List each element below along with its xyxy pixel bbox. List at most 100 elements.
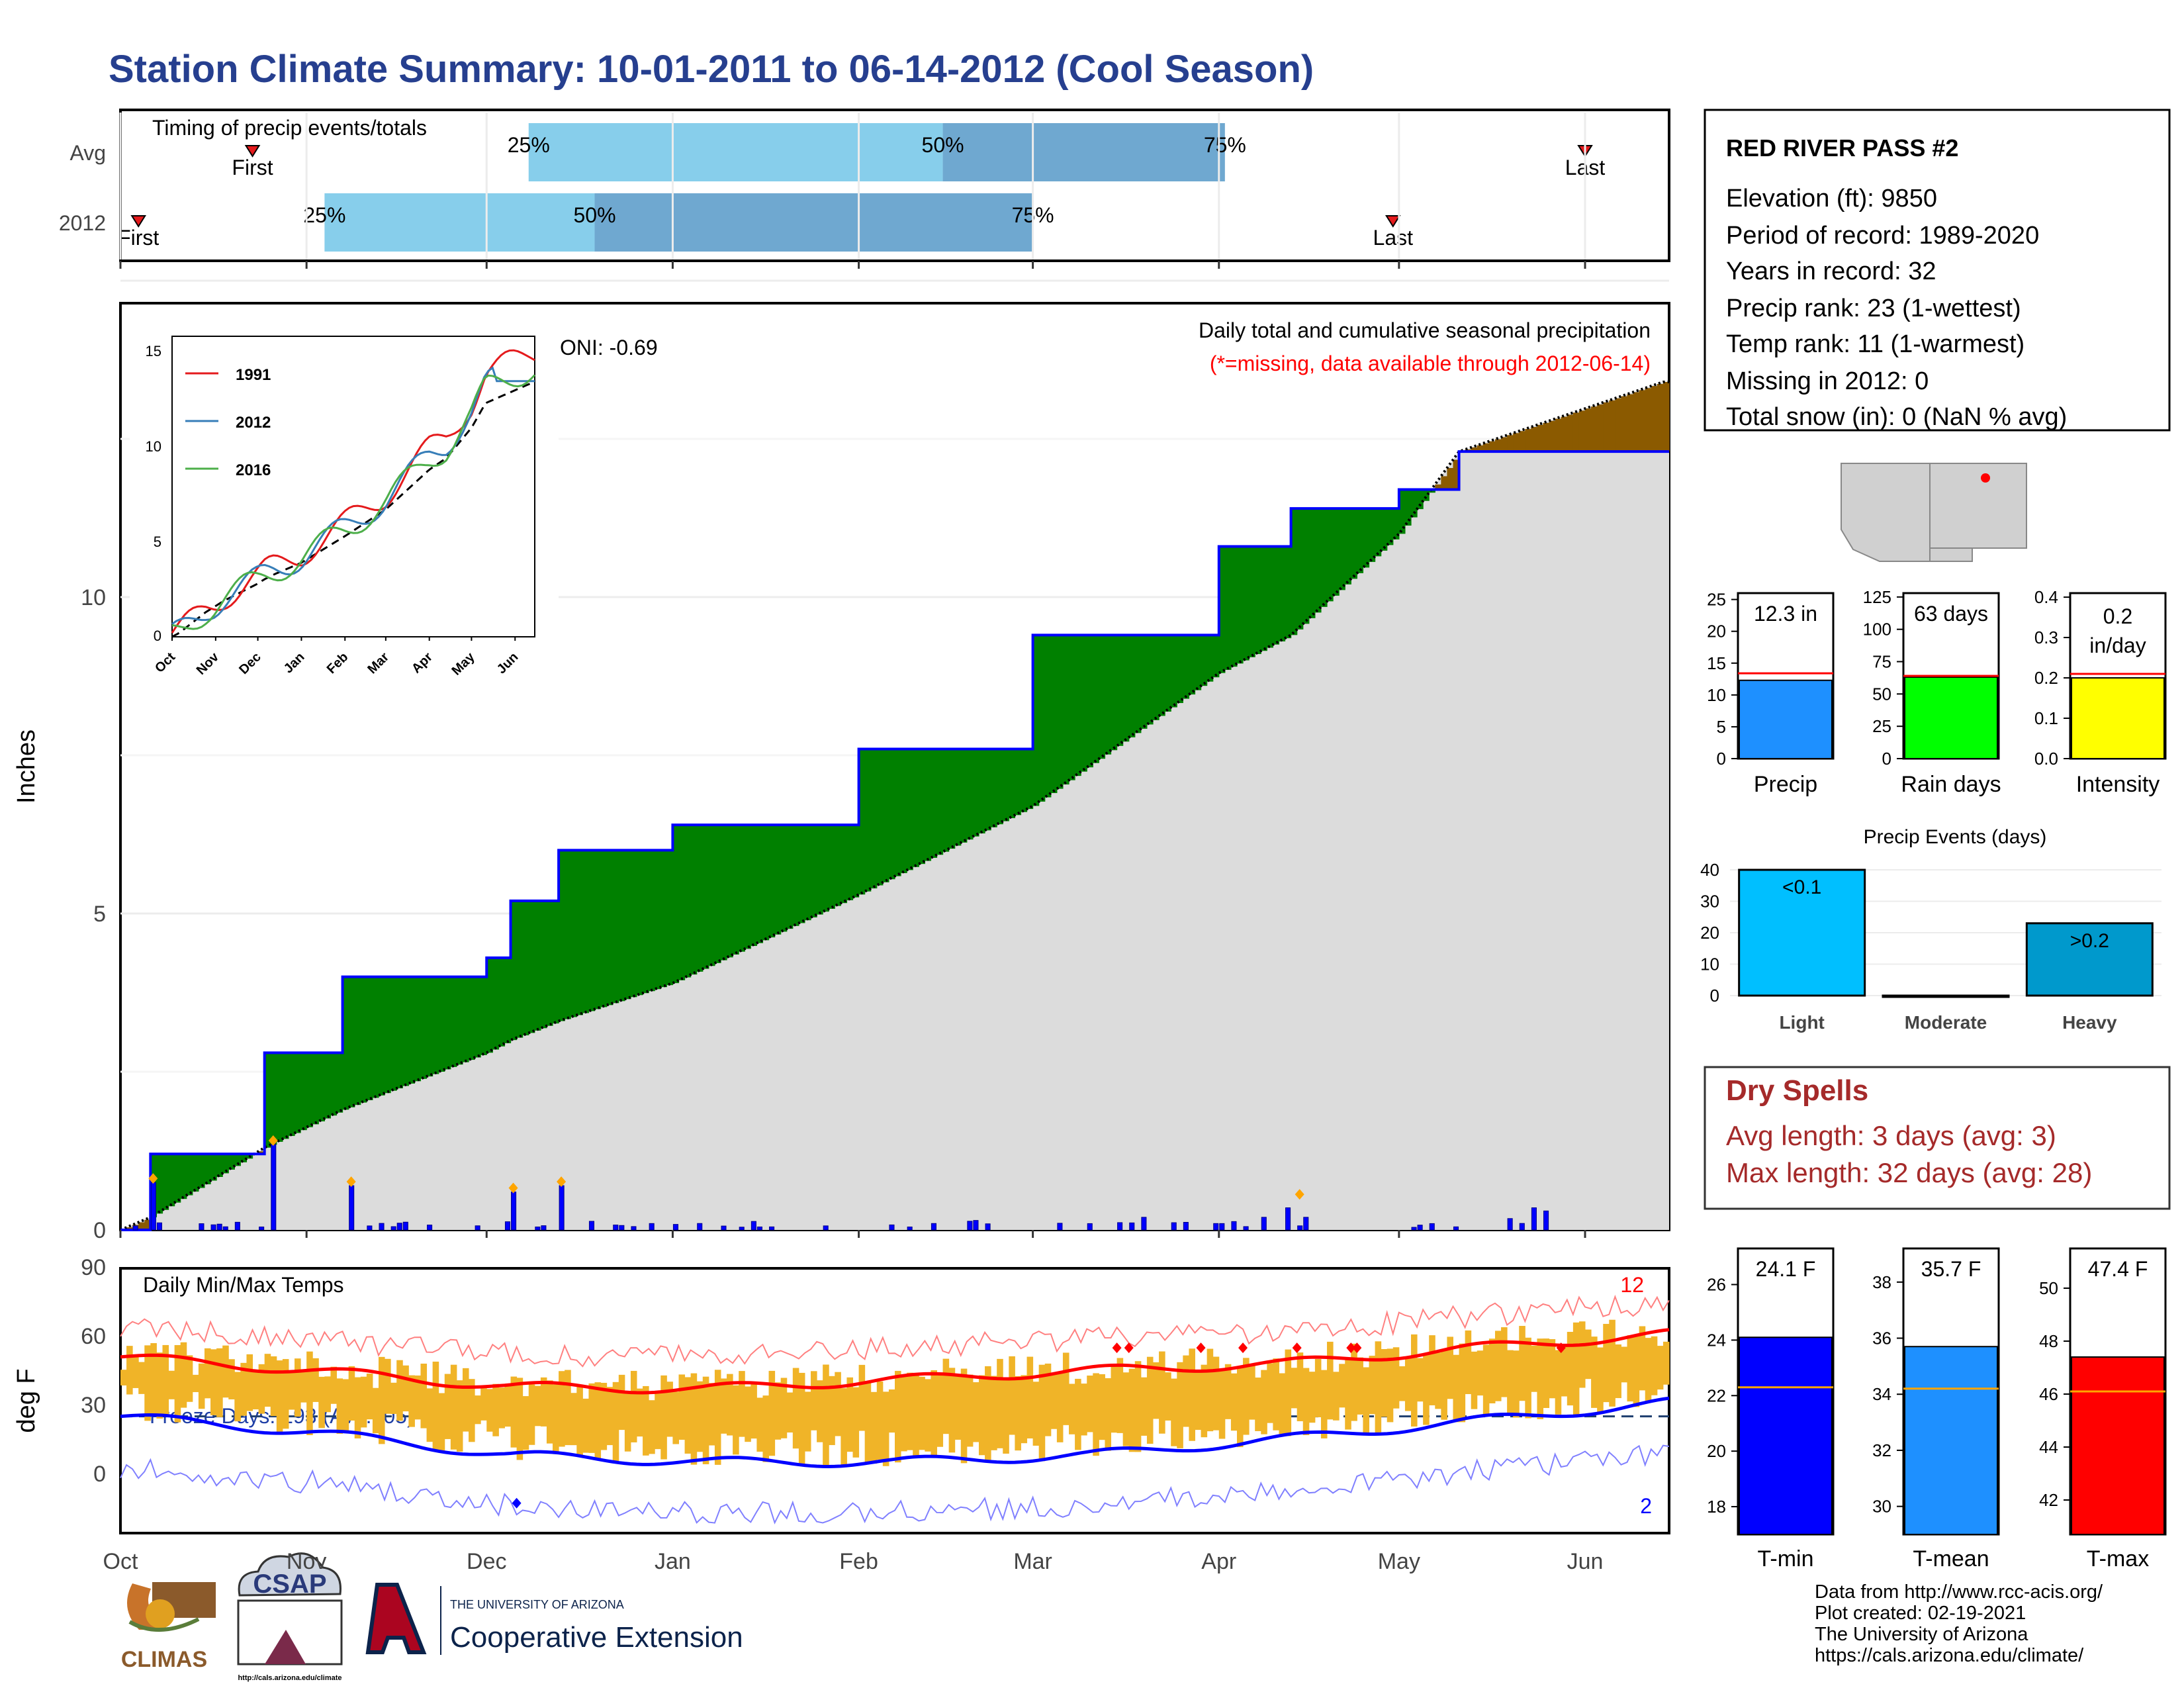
above-avg-fill	[1105, 635, 1112, 755]
daily-temp-bar	[276, 1360, 283, 1434]
above-avg-fill	[516, 900, 523, 1038]
daily-temp-bar	[846, 1377, 854, 1452]
daily-temp-bar	[1134, 1361, 1142, 1452]
daily-temp-bar	[1249, 1364, 1255, 1420]
observed-cumulative-line	[120, 450, 1669, 1231]
heavy-day-marker	[557, 1176, 567, 1188]
below-avg-fill	[1572, 412, 1580, 452]
above-avg-fill	[1218, 546, 1226, 673]
daily-temp-bar	[1171, 1378, 1177, 1446]
daily-precip-bar	[1303, 1217, 1309, 1231]
temp-ytick: 42	[2039, 1490, 2058, 1510]
daily-temp-bar	[379, 1356, 385, 1444]
daily-temp-bar	[1398, 1366, 1406, 1401]
above-avg-fill	[1099, 635, 1106, 759]
above-avg-fill	[858, 749, 866, 895]
daily-temp-bar	[1392, 1347, 1400, 1409]
daily-temp-bar	[1411, 1334, 1418, 1427]
above-avg-fill	[1075, 635, 1081, 776]
summary-ytick: 25	[1872, 716, 1891, 736]
daily-temp-bar	[1387, 1348, 1394, 1423]
daily-temp-bar	[396, 1360, 403, 1421]
above-avg-fill	[1140, 635, 1148, 729]
precip-ytick-5: 5	[93, 902, 106, 927]
daily-temp-bar	[444, 1374, 451, 1439]
daily-temp-bar	[1525, 1337, 1531, 1419]
above-avg-fill	[1165, 635, 1171, 712]
above-avg-fill	[888, 749, 895, 880]
above-avg-fill	[408, 976, 416, 1084]
record-high-marker	[1346, 1342, 1356, 1354]
daily-temp-bar	[1218, 1370, 1226, 1439]
daily-temp-bar	[997, 1358, 1003, 1448]
above-avg-fill	[1261, 546, 1267, 651]
summary-ytick: 125	[1863, 587, 1891, 607]
above-avg-fill	[637, 850, 643, 996]
daily-temp-bar	[786, 1392, 794, 1433]
daily-temp-bar	[1062, 1352, 1069, 1425]
daily-temp-bar	[672, 1391, 679, 1444]
daily-temp-bar	[270, 1356, 277, 1417]
daily-temp-bar	[534, 1385, 541, 1427]
summary-xlabel: Intensity	[2076, 772, 2160, 797]
daily-temp-bar	[240, 1362, 247, 1416]
above-avg-fill	[1320, 508, 1328, 607]
above-avg-fill	[798, 825, 805, 923]
above-avg-fill	[1273, 546, 1280, 645]
above-avg-fill	[1279, 546, 1286, 641]
daily-temp-bar	[1116, 1358, 1124, 1433]
daily-temp-bar	[475, 1395, 481, 1425]
daily-temp-bar	[1320, 1370, 1328, 1438]
above-avg-fill	[643, 850, 649, 994]
timing-row-avg-label: Avg	[69, 141, 106, 165]
below-avg-fill	[1435, 484, 1441, 490]
daily-precip-bar	[349, 1185, 355, 1231]
above-avg-fill	[318, 1053, 325, 1122]
inset-legend-1991: 1991	[236, 366, 271, 384]
temp-panel: deg F Daily Min/Max Temps Freeze Days: 1…	[13, 1255, 1670, 1534]
temp-ytick: 30	[1872, 1497, 1891, 1517]
above-avg-fill	[1236, 546, 1244, 664]
heavy-day-marker	[1295, 1189, 1304, 1200]
daily-precip-bar	[1531, 1207, 1537, 1231]
above-avg-fill	[385, 976, 391, 1094]
daily-temp-bar	[858, 1364, 866, 1431]
daily-temp-bar	[420, 1363, 428, 1429]
events-bar	[1882, 994, 2010, 998]
temp-value-label: 47.4 F	[2088, 1257, 2148, 1281]
above-avg-fill	[594, 850, 602, 1009]
temp-ytick-90: 90	[81, 1255, 106, 1280]
daily-temp-bar	[954, 1376, 962, 1440]
above-avg-fill	[936, 749, 944, 855]
daily-temp-bar	[1075, 1378, 1081, 1450]
daily-temp-bar	[1609, 1319, 1615, 1407]
above-avg-fill	[1093, 635, 1099, 763]
below-avg-fill	[1447, 467, 1454, 490]
above-avg-fill	[1032, 635, 1040, 806]
daily-temp-bar	[306, 1351, 313, 1435]
timing-25-label: 25%	[303, 203, 345, 227]
daily-temp-bar	[492, 1383, 499, 1436]
above-avg-fill	[762, 825, 770, 941]
temp-ytick: 24	[1707, 1330, 1726, 1350]
daily-temp-bar	[864, 1382, 872, 1464]
above-avg-fill	[696, 825, 704, 972]
above-avg-fill	[624, 850, 631, 1000]
temp-ytick: 50	[2039, 1278, 2058, 1298]
daily-temp-bar	[942, 1358, 950, 1434]
daily-temp-bar	[1015, 1376, 1021, 1451]
daily-temp-bar	[559, 1371, 565, 1447]
daily-temp-bar	[1195, 1370, 1202, 1430]
above-avg-fill	[720, 825, 727, 961]
daily-temp-bar	[913, 1375, 919, 1456]
below-avg-fill	[1441, 476, 1448, 490]
temp-xlabel: T-max	[2087, 1546, 2149, 1571]
daily-temp-bar	[288, 1373, 295, 1410]
above-avg-fill	[1404, 489, 1412, 526]
temp-min-count: 2	[1640, 1494, 1652, 1518]
daily-temp-bar	[1140, 1377, 1148, 1436]
above-avg-fill	[1314, 508, 1322, 613]
daily-temp-bar	[594, 1382, 602, 1460]
above-avg-fill	[1003, 749, 1009, 821]
